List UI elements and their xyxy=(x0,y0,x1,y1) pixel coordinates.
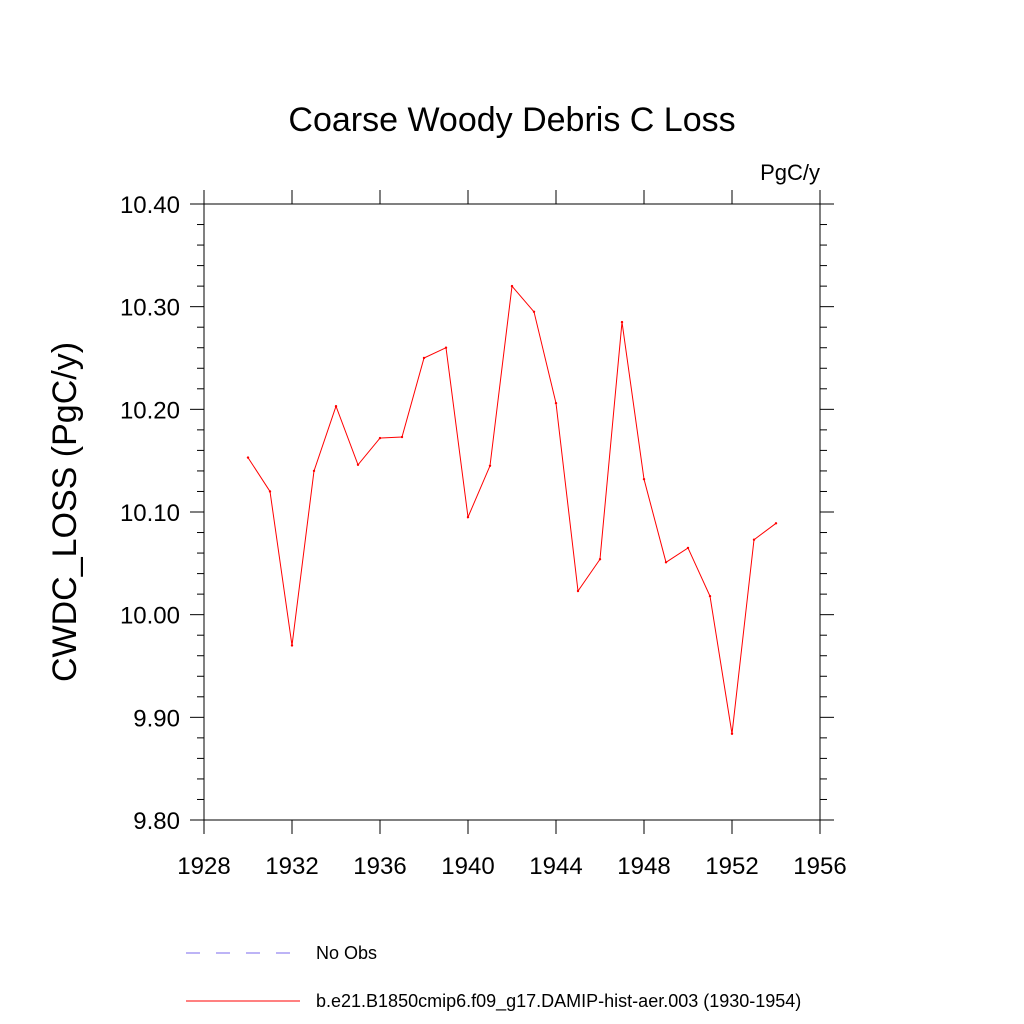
x-tick-label: 1932 xyxy=(265,853,318,880)
legend-label: No Obs xyxy=(316,943,377,963)
data-point xyxy=(730,732,734,735)
plot-frame xyxy=(203,203,821,821)
data-point xyxy=(334,405,338,408)
data-point xyxy=(620,320,624,324)
y-tick-label: 10.30 xyxy=(120,295,180,322)
data-point xyxy=(378,436,382,440)
x-tick-label: 1952 xyxy=(705,853,758,880)
y-tick-label: 10.40 xyxy=(120,192,180,219)
x-tick-label: 1944 xyxy=(529,853,582,880)
data-point xyxy=(356,463,360,466)
x-tick-label: 1936 xyxy=(353,853,406,880)
data-point xyxy=(400,435,404,439)
data-point xyxy=(422,356,426,360)
units-label: PgC/y xyxy=(760,160,820,185)
series-line-0 xyxy=(247,284,777,734)
y-tick-label: 10.00 xyxy=(120,603,180,630)
y-tick-label: 10.10 xyxy=(120,500,180,527)
y-tick-label: 10.20 xyxy=(120,397,180,424)
x-tick-label: 1940 xyxy=(441,853,494,880)
x-tick-label: 1948 xyxy=(617,853,670,880)
data-point xyxy=(686,546,690,550)
data-point xyxy=(290,644,294,647)
x-axis-ticks: 1928 1932 1936 1940 1944 1948 1952 1956 xyxy=(177,190,847,880)
data-point xyxy=(532,310,536,313)
data-point xyxy=(466,515,470,519)
data-point xyxy=(246,456,250,459)
data-point xyxy=(554,401,558,405)
data-point xyxy=(598,558,602,561)
y-axis-ticks: 9.80 9.90 10.00 10.10 10.20 10.30 10.40 xyxy=(120,192,834,835)
legend: No Obs b.e21.B1850cmip6.f09_g17.DAMIP-his… xyxy=(186,943,801,1012)
data-point xyxy=(642,477,646,481)
chart-title: Coarse Woody Debris C Loss xyxy=(288,101,735,139)
data-point xyxy=(708,594,712,598)
data-point xyxy=(576,589,580,593)
data-point xyxy=(444,346,448,349)
data-point xyxy=(488,464,492,467)
data-point xyxy=(664,561,668,564)
data-point xyxy=(510,284,514,288)
x-tick-label: 1956 xyxy=(793,853,846,880)
data-point xyxy=(774,522,778,525)
legend-label: b.e21.B1850cmip6.f09_g17.DAMIP-hist-aer.… xyxy=(316,991,801,1012)
y-tick-label: 9.90 xyxy=(133,705,180,732)
x-tick-label: 1928 xyxy=(177,853,230,880)
data-point xyxy=(312,469,316,473)
data-point xyxy=(752,538,756,541)
data-point xyxy=(268,490,272,493)
y-tick-label: 9.80 xyxy=(133,808,180,835)
series-layer xyxy=(246,284,778,735)
y-axis-label: CWDC_LOSS (PgC/y) xyxy=(46,342,84,682)
